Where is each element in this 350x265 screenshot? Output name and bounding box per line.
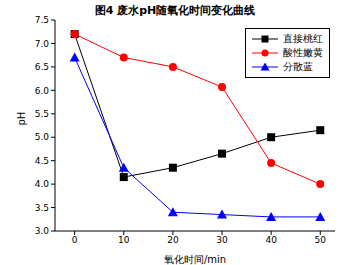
html-text:酸性嫩黄: 酸性嫩黄: [283, 47, 323, 58]
svg-text:20: 20: [167, 235, 179, 245]
svg-text:5.0: 5.0: [35, 132, 50, 142]
svg-text:40: 40: [265, 235, 277, 245]
svg-text:4.0: 4.0: [35, 179, 50, 189]
html-text:图4 废水pH随氧化时间变化曲线: 图4 废水pH随氧化时间变化曲线: [94, 4, 256, 17]
svg-text:6.5: 6.5: [35, 62, 49, 72]
svg-text:7.5: 7.5: [35, 15, 49, 25]
svg-text:3.5: 3.5: [35, 203, 49, 213]
svg-text:50: 50: [315, 235, 327, 245]
html-text:分散蓝: 分散蓝: [283, 61, 313, 72]
svg-text:3.0: 3.0: [35, 226, 50, 236]
svg-text:pH: pH: [16, 112, 27, 126]
svg-text:氧化时间/min: 氧化时间/min: [164, 254, 226, 265]
svg-text:5.5: 5.5: [35, 109, 49, 119]
svg-text:7.0: 7.0: [35, 39, 50, 49]
svg-text:4.5: 4.5: [35, 156, 49, 166]
svg-text:6.0: 6.0: [35, 86, 50, 96]
svg-text:30: 30: [216, 235, 228, 245]
html-text:直接桃红: 直接桃红: [283, 33, 323, 44]
svg-text:10: 10: [118, 235, 130, 245]
svg-text:0: 0: [72, 235, 78, 245]
